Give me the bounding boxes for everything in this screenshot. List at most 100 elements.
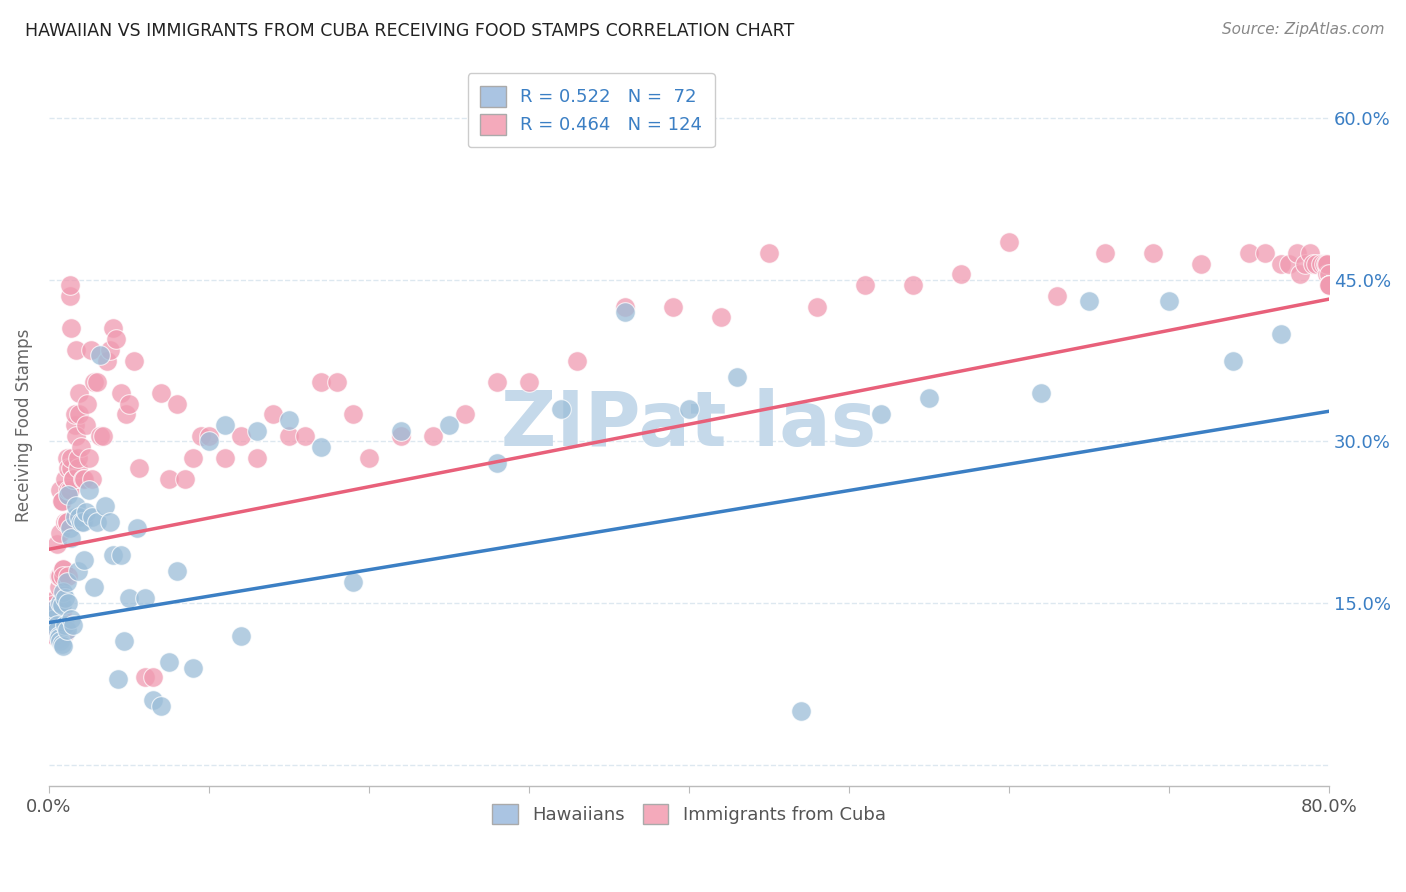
- Point: [710, 310, 733, 325]
- Point: [229, 429, 252, 443]
- Point: [89, 348, 111, 362]
- Point: [134, 591, 156, 605]
- Point: [70, 440, 93, 454]
- Y-axis label: Receiving Food Stamps: Receiving Food Stamps: [15, 328, 32, 522]
- Point: [1302, 256, 1324, 270]
- Point: [60, 532, 83, 546]
- Point: [517, 375, 540, 389]
- Point: [1317, 278, 1340, 293]
- Point: [66, 461, 89, 475]
- Point: [51, 637, 73, 651]
- Point: [1305, 256, 1327, 270]
- Point: [157, 472, 180, 486]
- Point: [1189, 256, 1212, 270]
- Point: [49, 526, 72, 541]
- Point: [229, 628, 252, 642]
- Point: [73, 553, 96, 567]
- Point: [118, 591, 141, 605]
- Point: [59, 483, 82, 497]
- Point: [65, 343, 87, 357]
- Point: [1270, 256, 1292, 270]
- Point: [901, 278, 924, 293]
- Point: [56, 488, 79, 502]
- Point: [278, 429, 301, 443]
- Point: [62, 472, 84, 486]
- Point: [82, 472, 104, 486]
- Point: [52, 569, 75, 583]
- Point: [41, 594, 63, 608]
- Point: [485, 456, 508, 470]
- Point: [60, 461, 83, 475]
- Point: [96, 353, 118, 368]
- Point: [65, 499, 87, 513]
- Point: [52, 562, 75, 576]
- Point: [122, 353, 145, 368]
- Point: [77, 483, 100, 497]
- Point: [214, 450, 236, 465]
- Point: [166, 564, 188, 578]
- Point: [1094, 245, 1116, 260]
- Point: [142, 693, 165, 707]
- Text: ZIPat las: ZIPat las: [502, 388, 876, 462]
- Point: [1285, 245, 1308, 260]
- Point: [59, 289, 82, 303]
- Point: [46, 623, 69, 637]
- Point: [1317, 278, 1340, 293]
- Point: [72, 472, 94, 486]
- Point: [214, 418, 236, 433]
- Point: [662, 300, 685, 314]
- Point: [63, 418, 86, 433]
- Point: [107, 672, 129, 686]
- Point: [950, 268, 973, 282]
- Point: [66, 564, 89, 578]
- Point: [790, 704, 813, 718]
- Legend: Hawaiians, Immigrants from Cuba: Hawaiians, Immigrants from Cuba: [482, 793, 897, 835]
- Point: [128, 461, 150, 475]
- Point: [75, 504, 97, 518]
- Point: [1299, 245, 1322, 260]
- Point: [262, 408, 284, 422]
- Point: [105, 332, 128, 346]
- Point: [46, 617, 69, 632]
- Point: [678, 402, 700, 417]
- Point: [614, 305, 637, 319]
- Point: [55, 450, 77, 465]
- Point: [198, 429, 221, 443]
- Point: [83, 580, 105, 594]
- Point: [725, 369, 748, 384]
- Point: [181, 661, 204, 675]
- Point: [246, 424, 269, 438]
- Point: [1294, 256, 1316, 270]
- Point: [1270, 326, 1292, 341]
- Point: [853, 278, 876, 293]
- Point: [1278, 256, 1301, 270]
- Point: [48, 569, 70, 583]
- Point: [53, 591, 76, 605]
- Point: [46, 537, 69, 551]
- Point: [51, 493, 73, 508]
- Point: [181, 450, 204, 465]
- Point: [66, 450, 89, 465]
- Point: [83, 375, 105, 389]
- Point: [79, 343, 101, 357]
- Point: [342, 408, 364, 422]
- Point: [1142, 245, 1164, 260]
- Point: [1078, 294, 1101, 309]
- Point: [166, 397, 188, 411]
- Point: [614, 300, 637, 314]
- Point: [870, 408, 893, 422]
- Point: [110, 548, 132, 562]
- Point: [67, 510, 90, 524]
- Point: [51, 599, 73, 613]
- Point: [53, 626, 76, 640]
- Point: [52, 562, 75, 576]
- Point: [1313, 256, 1336, 270]
- Point: [1237, 245, 1260, 260]
- Point: [114, 408, 136, 422]
- Point: [357, 450, 380, 465]
- Point: [55, 623, 77, 637]
- Point: [59, 521, 82, 535]
- Point: [56, 596, 79, 610]
- Point: [149, 698, 172, 713]
- Point: [51, 605, 73, 619]
